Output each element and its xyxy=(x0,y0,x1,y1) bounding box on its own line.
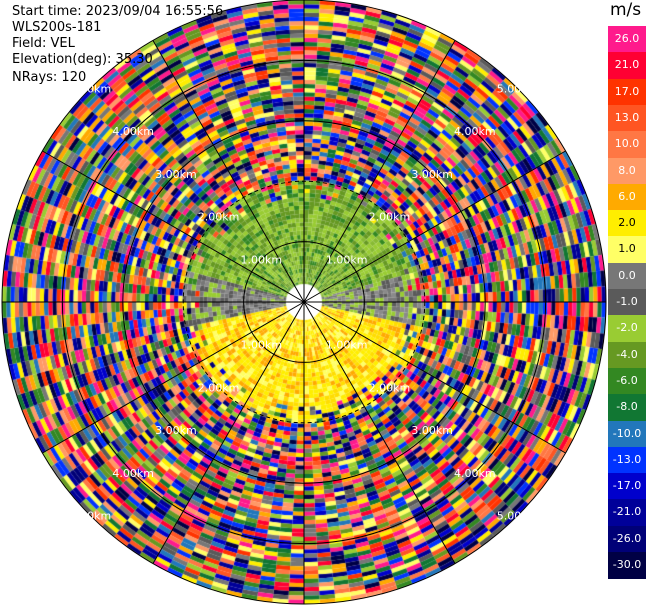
colorbar-tick-label: -17.0 xyxy=(612,479,642,493)
colorbar-tick-label: 13.0 xyxy=(614,110,640,124)
range-ring-label: 4.00km xyxy=(112,125,154,138)
nrays-label: NRays: 120 xyxy=(12,70,87,85)
range-ring-label: 1.00km xyxy=(241,253,283,266)
colorbar-segment xyxy=(608,131,646,158)
range-ring-label: 2.00km xyxy=(198,381,240,394)
range-ring-label: 5.00km xyxy=(70,510,112,523)
colorbar-segment xyxy=(608,52,646,80)
range-ring-label: 2.00km xyxy=(369,211,411,224)
azimuth-spoke xyxy=(152,301,305,564)
colorbar-segment xyxy=(608,289,646,316)
colorbar-tick-label: 1.0 xyxy=(618,242,636,256)
colorbar-segment xyxy=(608,262,646,290)
range-ring-label: 2.00km xyxy=(369,381,411,394)
colorbar-segment xyxy=(608,473,646,500)
colorbar-tick-label: -2.0 xyxy=(616,321,638,335)
colorbar-segment xyxy=(608,236,646,264)
colorbar-tick-label: 0.0 xyxy=(618,268,636,282)
azimuth-spoke xyxy=(42,301,305,454)
colorbar-segment xyxy=(608,341,646,369)
colorbar-segment xyxy=(608,446,646,474)
azimuth-spoke xyxy=(42,150,305,303)
range-ring-label: 3.00km xyxy=(155,424,197,437)
instrument-label: WLS200s-181 xyxy=(12,20,102,35)
range-ring-label: 4.00km xyxy=(112,467,154,480)
colorbar-tick-label: -8.0 xyxy=(616,400,638,414)
elevation-label: Elevation(deg): 35.30 xyxy=(12,52,153,67)
colorbar-tick-label: 26.0 xyxy=(614,32,640,45)
range-ring-label: 2.00km xyxy=(198,211,240,224)
colorbar-segment xyxy=(608,183,646,211)
colorbar-tick-label: -26.0 xyxy=(612,531,642,545)
colorbar-segment xyxy=(608,78,646,106)
colorbar-segment xyxy=(608,525,646,553)
colorbar-tick-label: -30.0 xyxy=(612,558,642,571)
colorbar-unit: m/s xyxy=(610,0,642,20)
range-ring-label: 1.00km xyxy=(241,339,283,352)
start-time-label: Start time: 2023/09/04 16:55:56 xyxy=(12,4,224,19)
colorbar-segment xyxy=(608,499,646,527)
range-ring-label: 1.00km xyxy=(326,253,368,266)
range-ring-label: 5.00km xyxy=(70,82,112,95)
colorbar-segment xyxy=(608,420,646,448)
colorbar-tick-label: -6.0 xyxy=(616,373,638,387)
range-ring-label: 5.00km xyxy=(497,510,539,523)
range-ring-label: 4.00km xyxy=(454,125,496,138)
colorbar-segment xyxy=(608,315,646,343)
colorbar-tick-label: -4.0 xyxy=(616,347,638,361)
colorbar-tick-label: 2.0 xyxy=(618,216,636,230)
azimuth-spoke xyxy=(303,301,566,454)
azimuth-spoke xyxy=(152,40,305,303)
colorbar-segment xyxy=(608,210,646,237)
colorbar-segment xyxy=(608,26,646,53)
colorbar-tick-label: 8.0 xyxy=(618,163,636,177)
colorbar-tick-label: 10.0 xyxy=(614,137,640,151)
range-ring-label: 3.00km xyxy=(411,168,453,181)
range-ring-label: 1.00km xyxy=(326,339,368,352)
colorbar-segment xyxy=(608,552,646,579)
colorbar-tick-label: -1.0 xyxy=(616,295,638,308)
colorbar-segment xyxy=(608,394,646,421)
range-ring-label: 5.00km xyxy=(497,82,539,95)
colorbar-tick-label: 21.0 xyxy=(614,58,640,72)
colorbar-tick-label: 6.0 xyxy=(618,189,636,203)
azimuth-spoke xyxy=(303,150,566,303)
colorbar-segment xyxy=(608,104,646,132)
azimuth-spoke xyxy=(303,40,456,303)
colorbar-tick-label: -13.0 xyxy=(612,452,642,466)
colorbar-tick-label: 17.0 xyxy=(614,84,640,98)
colorbar-segment xyxy=(608,157,646,185)
range-ring-label: 4.00km xyxy=(454,467,496,480)
range-ring-label: 3.00km xyxy=(155,168,197,181)
range-ring-label: 3.00km xyxy=(411,424,453,437)
colorbar-tick-label: -10.0 xyxy=(612,426,642,440)
colorbar-segment xyxy=(608,367,646,395)
azimuth-spoke xyxy=(303,301,456,564)
colorbar-tick-label: -21.0 xyxy=(612,505,642,519)
field-label: Field: VEL xyxy=(12,36,75,51)
